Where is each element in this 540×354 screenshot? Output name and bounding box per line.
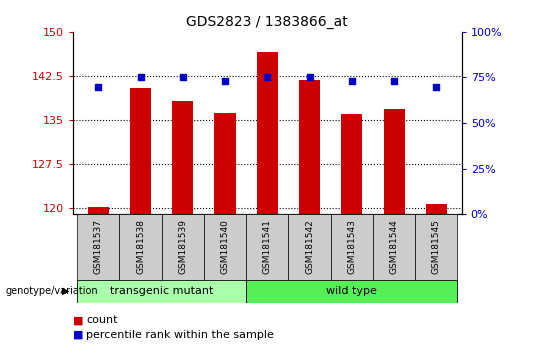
Bar (256, 52, 278, 214)
Bar (246, 214, 288, 280)
Bar (330, 214, 373, 280)
Bar (130, 88, 151, 214)
Text: GSM181542: GSM181542 (305, 219, 314, 274)
Bar (77, 214, 119, 280)
Point (136, 75, 145, 80)
Text: GSM181539: GSM181539 (178, 219, 187, 274)
Text: transgenic mutant: transgenic mutant (110, 286, 213, 296)
Bar (204, 214, 246, 280)
Text: genotype/variation: genotype/variation (5, 286, 98, 296)
Bar (299, 80, 320, 214)
Point (178, 75, 187, 80)
Point (305, 75, 314, 80)
Bar (161, 214, 204, 280)
Text: GSM181545: GSM181545 (432, 219, 441, 274)
Bar (172, 101, 193, 214)
Point (390, 78, 399, 84)
Point (221, 78, 230, 84)
Text: percentile rank within the sample: percentile rank within the sample (86, 330, 274, 339)
Bar (214, 113, 235, 214)
Bar (87, 206, 109, 214)
Bar (373, 214, 415, 280)
Text: GSM181537: GSM181537 (94, 219, 103, 274)
Text: GSM181540: GSM181540 (220, 219, 230, 274)
Text: GSM181541: GSM181541 (263, 219, 272, 274)
Text: ▶: ▶ (62, 286, 70, 296)
Text: ■: ■ (73, 315, 83, 325)
Bar (246, 280, 457, 303)
Bar (383, 109, 404, 214)
Bar (119, 214, 161, 280)
Point (94, 84, 103, 89)
Text: GSM181538: GSM181538 (136, 219, 145, 274)
Point (432, 84, 441, 89)
Text: GSM181544: GSM181544 (389, 219, 399, 274)
Text: GSM181543: GSM181543 (347, 219, 356, 274)
Title: GDS2823 / 1383866_at: GDS2823 / 1383866_at (186, 16, 348, 29)
Text: count: count (86, 315, 118, 325)
Point (263, 75, 272, 80)
Bar (426, 204, 447, 214)
Text: ■: ■ (73, 330, 83, 339)
Text: wild type: wild type (326, 286, 377, 296)
Bar (341, 114, 362, 214)
Bar (77, 280, 246, 303)
Bar (415, 214, 457, 280)
Point (348, 78, 356, 84)
Bar (288, 214, 330, 280)
